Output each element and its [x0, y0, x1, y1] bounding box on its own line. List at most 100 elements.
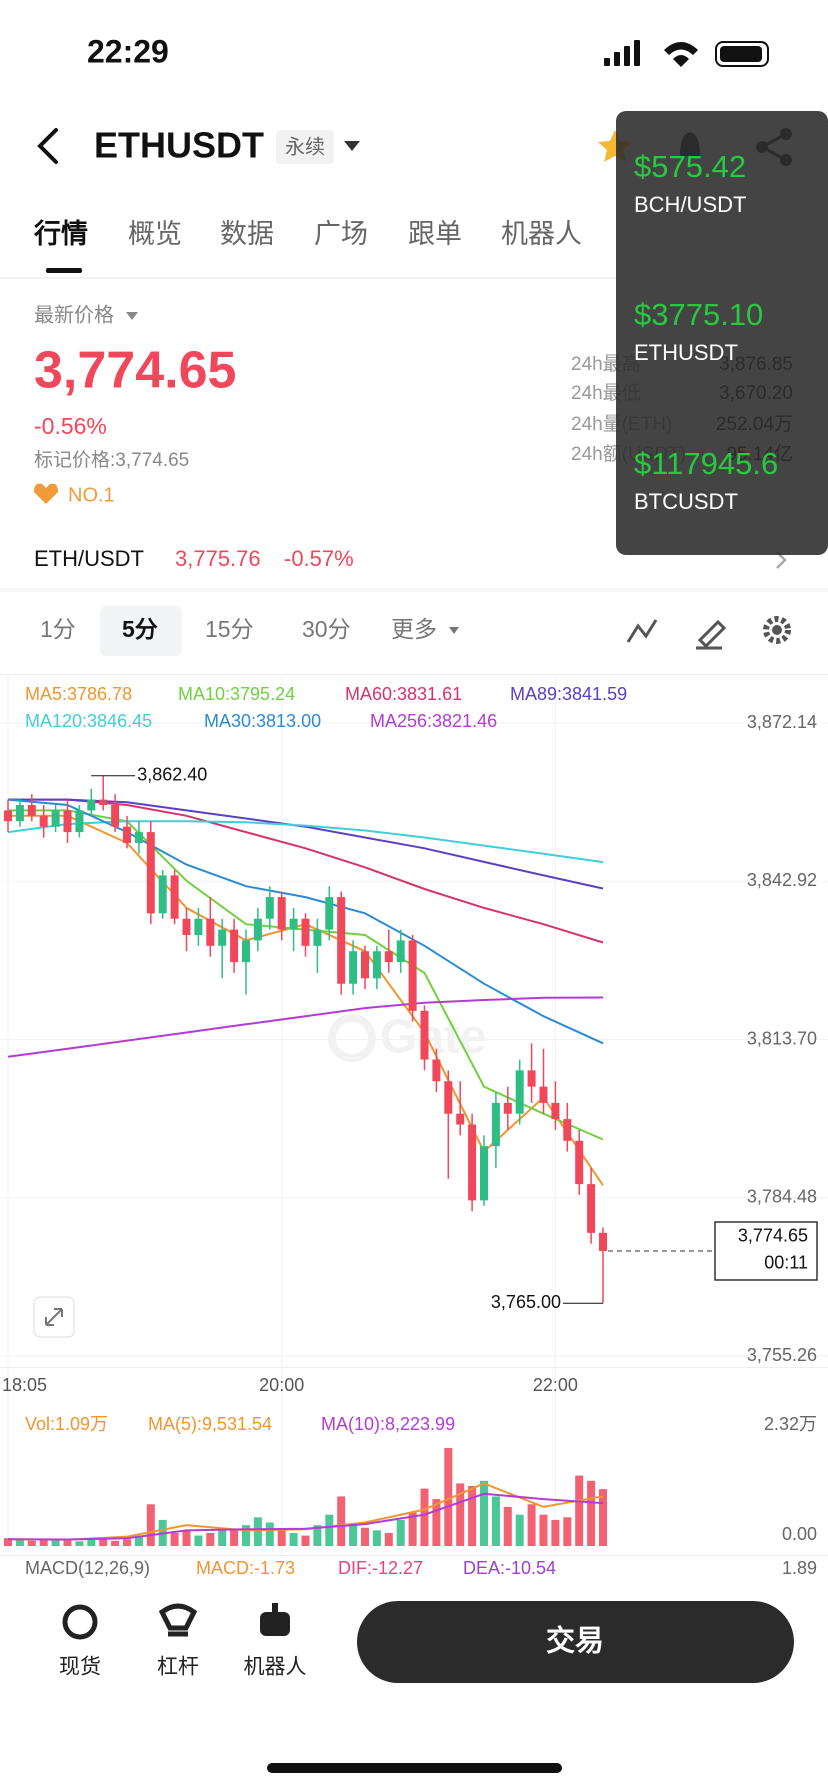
interval[interactable]: 30分: [302, 616, 351, 642]
indicator-icon[interactable]: [626, 619, 658, 643]
symbol-dropdown[interactable]: [344, 141, 360, 151]
interval[interactable]: 1分: [40, 616, 76, 642]
volume-bar: [396, 1519, 405, 1546]
draw-icon[interactable]: [696, 619, 727, 650]
volume-ma-line: [7, 1492, 604, 1541]
candle-body: [539, 1086, 548, 1103]
candle-body: [111, 805, 120, 827]
volume-bar: [230, 1530, 239, 1546]
spot-icon[interactable]: [62, 1604, 98, 1640]
candle-body: [491, 1102, 500, 1147]
ma-legend: MA60:3831.61: [345, 684, 462, 704]
popup-pair: BTCUSDT: [634, 489, 738, 514]
candle-body: [396, 940, 405, 963]
volume-bar: [432, 1499, 441, 1546]
candle-body: [123, 826, 131, 843]
bottom-nav: 现货 杠杆 机器人: [59, 1656, 307, 1679]
candle-body: [349, 951, 358, 984]
candle-body: [563, 1119, 572, 1141]
candle-body: [146, 832, 155, 914]
candle-body: [480, 1146, 488, 1201]
margin-icon[interactable]: [158, 1603, 198, 1637]
volume-bar: [123, 1539, 131, 1546]
volume-bar: [27, 1540, 36, 1546]
volume-bar: [599, 1489, 607, 1546]
volume-bar: [587, 1480, 596, 1546]
tab[interactable]: 机器人: [501, 219, 582, 249]
candle-body: [289, 918, 298, 930]
watermark-logo: [328, 1014, 376, 1062]
candle-body: [277, 897, 286, 930]
divider: [0, 588, 828, 592]
tab[interactable]: 概览: [128, 219, 182, 249]
candle-body: [15, 805, 24, 822]
volume-bar: [325, 1514, 334, 1546]
nav-label[interactable]: 杠杆: [157, 1656, 199, 1679]
trade-button[interactable]: [357, 1601, 794, 1683]
interval[interactable]: 5分: [122, 616, 158, 642]
nav-label[interactable]: 现货: [59, 1656, 101, 1679]
tab[interactable]: 行情: [33, 218, 88, 249]
interval-more-dropdown[interactable]: [449, 627, 459, 634]
volume-bar: [87, 1539, 96, 1546]
candle-body: [301, 918, 310, 946]
volume-bar: [111, 1540, 120, 1546]
volume-bar: [361, 1527, 369, 1546]
ma-line: [7, 996, 604, 1058]
macd-item: DIF:-12.27: [338, 1558, 423, 1578]
popup-price[interactable]: $3775.10: [634, 297, 763, 332]
back-button[interactable]: [37, 128, 58, 164]
volume-legend: MA(10):8,223.99: [321, 1414, 455, 1434]
candle-body: [253, 918, 262, 941]
candle-body: [551, 1102, 560, 1120]
divider: [0, 277, 828, 279]
candle-body: [63, 810, 72, 833]
volume-bar: [194, 1535, 203, 1546]
chart-border: [0, 674, 828, 675]
candle-body: [182, 918, 191, 935]
interval[interactable]: 更多: [391, 616, 437, 642]
volume-tick-label: 0.00: [782, 1524, 817, 1544]
robot-icon[interactable]: [260, 1612, 290, 1636]
home-indicator: [267, 1763, 562, 1773]
tag-background: [276, 130, 334, 164]
ticker-popup-items: $575.42 BCH/USDT $3775.10 ETHUSDT $117945.6 B…: [634, 149, 778, 514]
volume-bar: [456, 1483, 465, 1546]
tab[interactable]: 数据: [220, 219, 274, 249]
candle-body: [206, 918, 215, 946]
volume-bar: [170, 1532, 179, 1546]
candle-body: [575, 1140, 584, 1185]
signal-bar: [614, 52, 620, 66]
macd-item: MACD:-1.73: [196, 1558, 295, 1578]
candle-body: [408, 940, 417, 1011]
popup-price[interactable]: $575.42: [634, 149, 746, 184]
candle-body: [75, 810, 84, 833]
macd-item: DEA:-10.54: [463, 1558, 556, 1578]
tab[interactable]: 广场: [314, 219, 368, 249]
candle-body: [503, 1102, 512, 1114]
volume-bar: [491, 1496, 500, 1546]
last-price: 3,774.65: [34, 342, 236, 400]
y-tick-label: 3,755.26: [747, 1345, 817, 1365]
trade-button-label: 交易: [546, 1624, 604, 1658]
ma-legend: MA89:3841.59: [510, 684, 627, 704]
ma-legend: MA256:3821.46: [370, 711, 497, 731]
ma-legend: MA5:3786.78: [25, 684, 132, 704]
candle-body: [587, 1184, 596, 1233]
settings-icon[interactable]: [763, 616, 791, 644]
candle-body: [372, 951, 381, 979]
volume-bar: [134, 1535, 143, 1546]
y-tick-label: 3,842.92: [747, 870, 817, 890]
signal-bar: [624, 46, 630, 66]
status-time: 22:29: [87, 33, 169, 69]
volume-bar: [539, 1514, 548, 1546]
volume-bar: [39, 1539, 48, 1546]
nav-label[interactable]: 机器人: [244, 1656, 307, 1679]
x-tick-label: 20:00: [259, 1375, 304, 1395]
interval[interactable]: 15分: [205, 616, 254, 642]
popup-price[interactable]: $117945.6: [634, 446, 778, 481]
tab[interactable]: 跟单: [408, 219, 462, 249]
interval-bar: 1分 5分 15分 30分 更多: [40, 616, 459, 642]
tab-bar: 行情 概览 数据 广场 跟单 机器人: [33, 218, 582, 249]
price-label-dropdown[interactable]: [126, 312, 138, 320]
